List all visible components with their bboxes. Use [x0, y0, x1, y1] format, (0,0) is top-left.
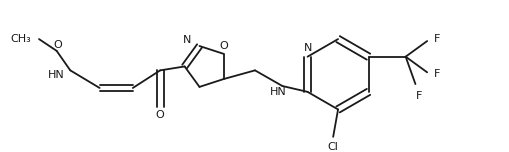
Text: O: O	[156, 110, 164, 120]
Text: F: F	[434, 69, 440, 79]
Text: F: F	[416, 91, 422, 101]
Text: F: F	[434, 34, 440, 44]
Text: N: N	[183, 35, 192, 45]
Text: O: O	[53, 40, 62, 50]
Text: Cl: Cl	[328, 142, 338, 152]
Text: HN: HN	[48, 70, 65, 80]
Text: HN: HN	[270, 87, 287, 97]
Text: CH₃: CH₃	[11, 34, 31, 44]
Text: N: N	[303, 43, 312, 53]
Text: O: O	[219, 41, 228, 51]
